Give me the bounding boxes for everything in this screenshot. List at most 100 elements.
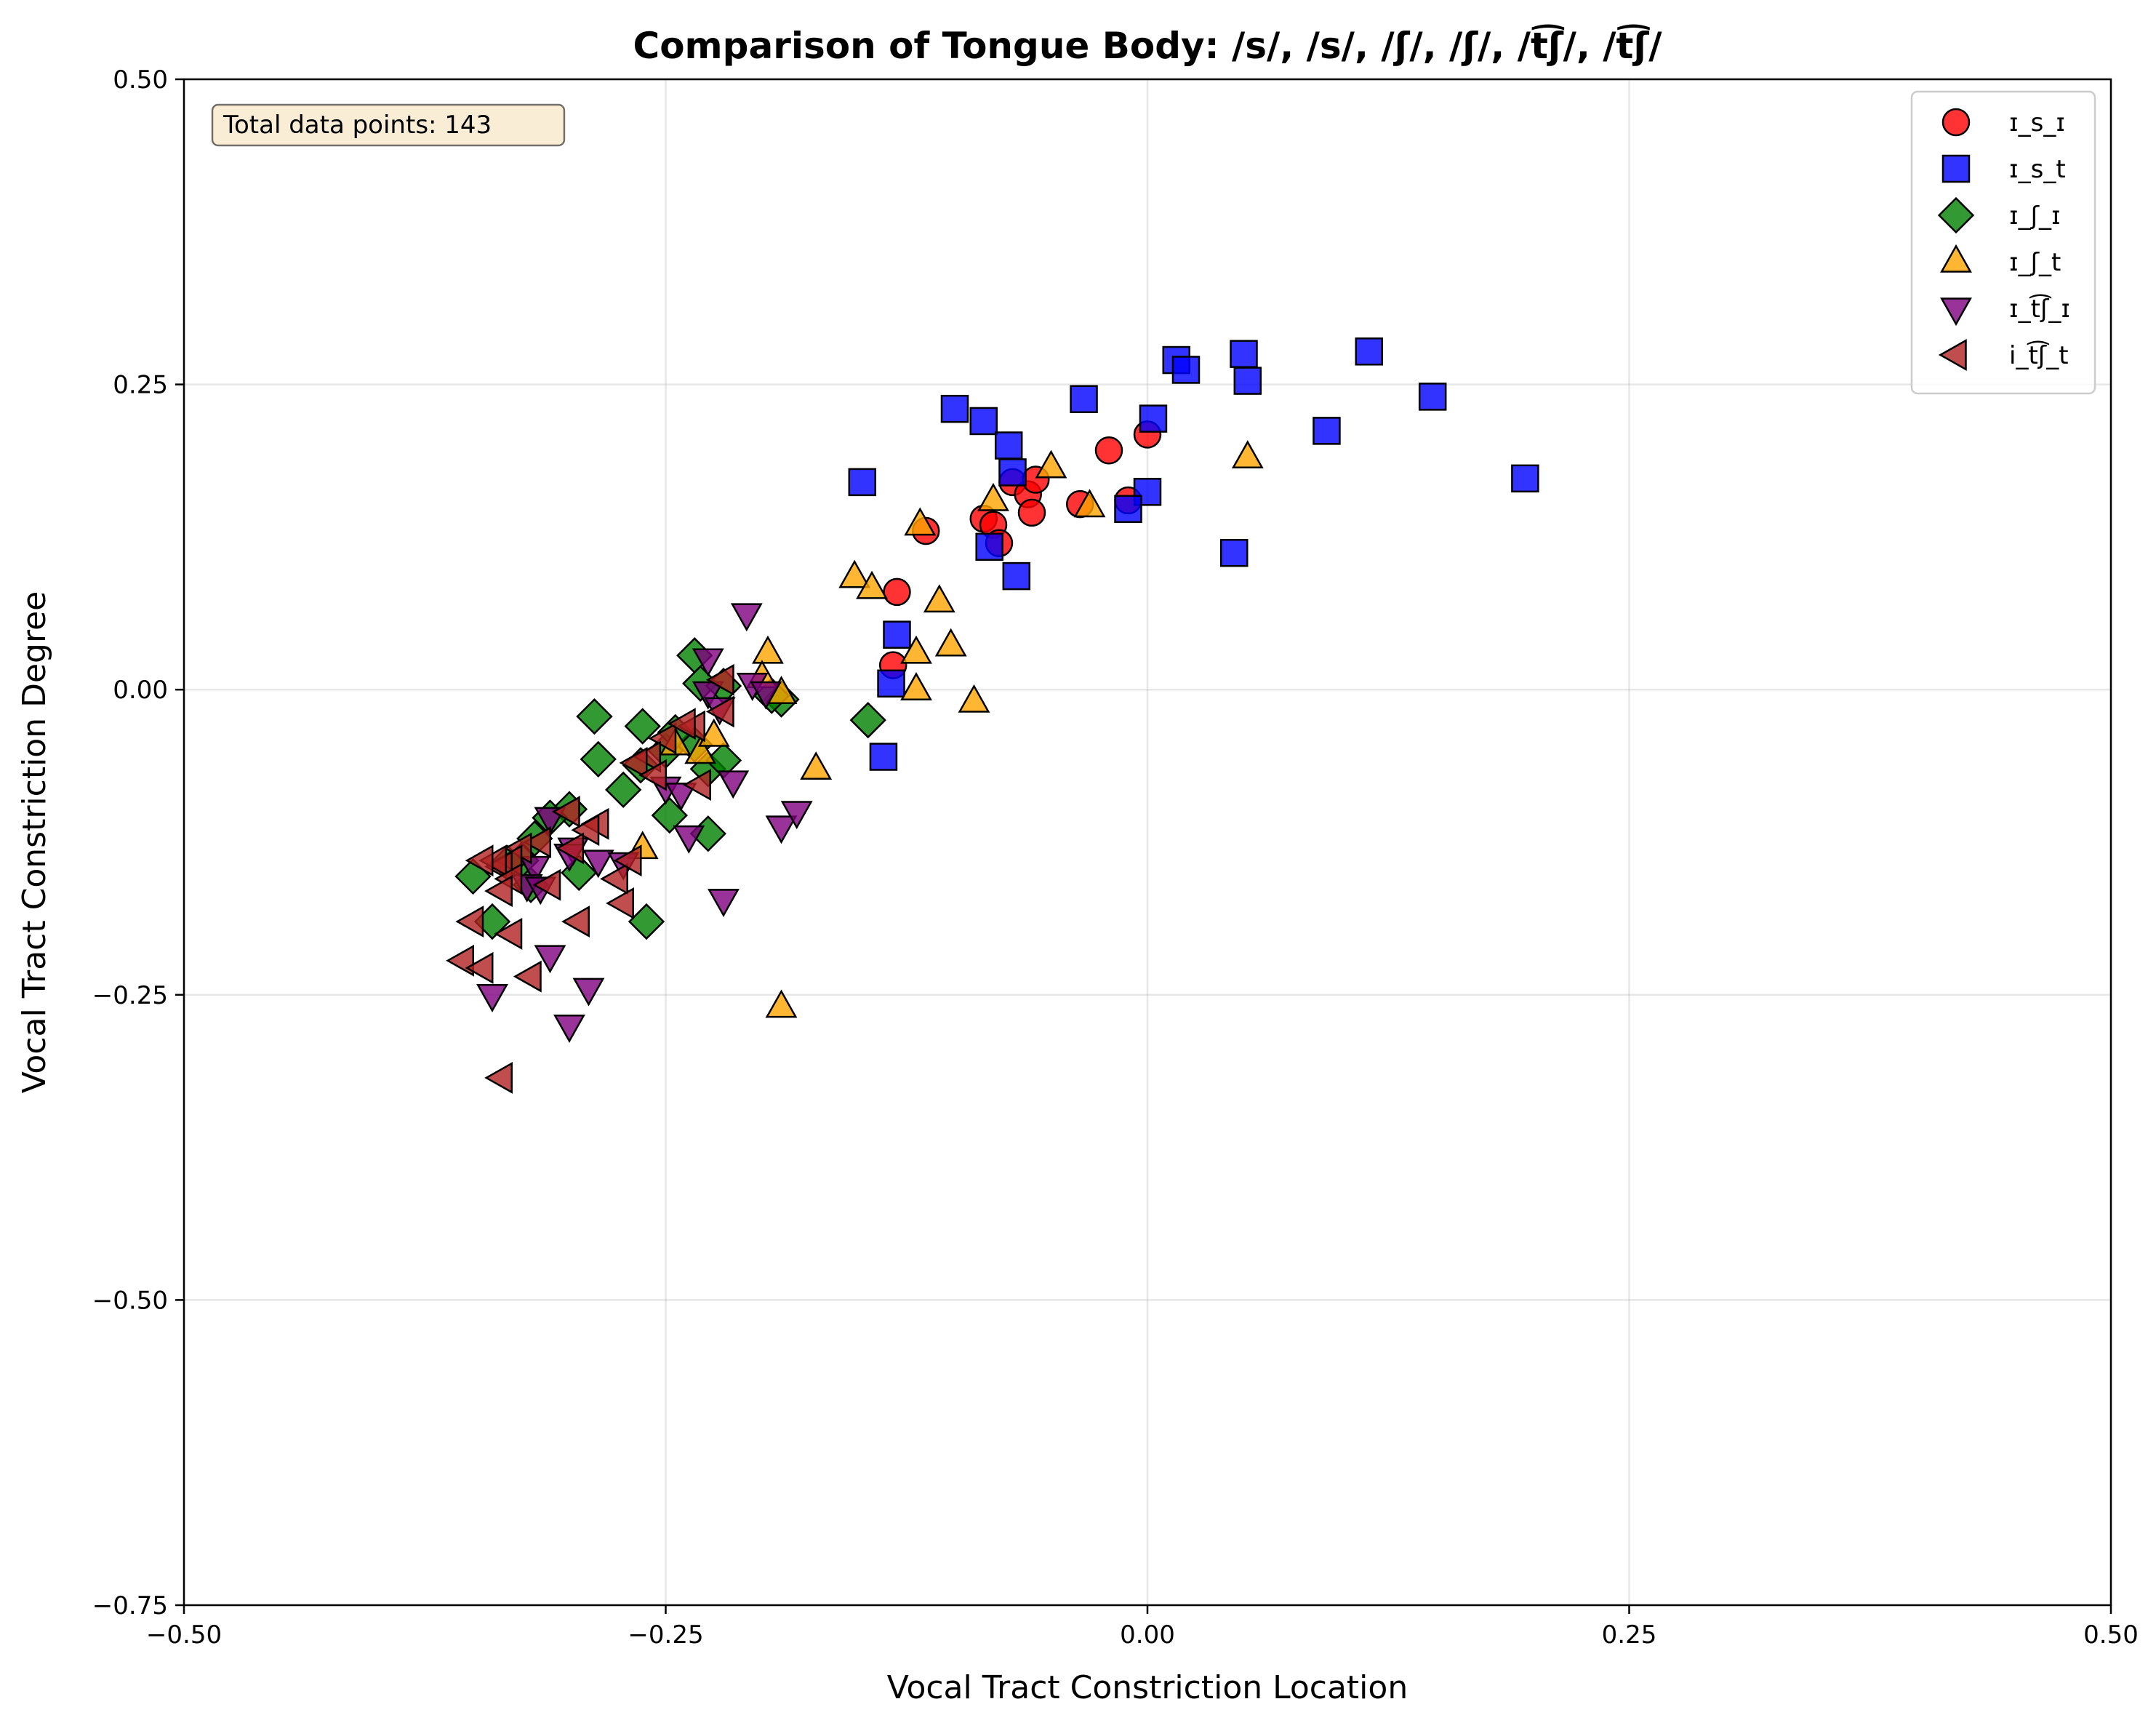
data-point [532, 868, 561, 901]
y-tick-label: −0.25 [92, 981, 168, 1010]
annotation-text: Total data points: 143 [223, 111, 492, 140]
data-point [1094, 436, 1123, 465]
data-point [576, 697, 613, 735]
data-point [849, 701, 886, 739]
data-point [998, 458, 1027, 487]
data-point [705, 663, 734, 696]
data-point [523, 826, 551, 858]
data-point [977, 482, 1009, 511]
data-point [705, 695, 734, 728]
legend-item: ɪ_s_ɪ [1941, 108, 2065, 137]
data-point [494, 917, 523, 950]
y-tick-label: −0.50 [92, 1286, 168, 1315]
data-point [750, 681, 782, 710]
legend-item: ɪ_ʃ_t [1940, 244, 2061, 277]
x-axis-label: Vocal Tract Constriction Location [887, 1669, 1408, 1706]
data-point [556, 832, 585, 865]
data-point [484, 1061, 513, 1094]
legend: ɪ_s_ɪ ɪ_s_t ɪ_ʃ_ɪ ɪ_ʃ_t ɪ_t͡ʃ_ɪ i_t͡ʃ_t [1910, 90, 2096, 395]
data-point [465, 844, 494, 877]
data-point [605, 771, 642, 808]
data-point [975, 532, 1003, 561]
data-point [900, 672, 932, 700]
y-axis-label: Vocal Tract Constriction Degree [16, 591, 53, 1094]
data-point [638, 759, 667, 791]
data-point [1171, 356, 1201, 384]
legend-marker [1937, 196, 1975, 234]
data-point [534, 945, 566, 974]
data-point [1139, 404, 1168, 433]
data-point [1231, 440, 1264, 469]
data-point [856, 570, 888, 599]
data-point [476, 984, 508, 1012]
data-point [958, 684, 990, 713]
legend-marker [1940, 244, 1972, 273]
data-point [1511, 464, 1539, 493]
data-point [765, 989, 798, 1018]
data-point [628, 903, 665, 940]
data-point [934, 628, 967, 657]
data-point [904, 507, 937, 536]
data-point [697, 718, 730, 747]
x-tick-label: 0.25 [1602, 1620, 1657, 1650]
data-point [484, 875, 513, 908]
data-point [708, 889, 740, 918]
data-point [571, 814, 600, 847]
data-point [692, 648, 724, 677]
data-point [883, 620, 911, 649]
legend-item: ɪ_s_t [1941, 154, 2066, 184]
data-point [1114, 495, 1142, 524]
data-point [619, 746, 648, 779]
data-point [606, 887, 634, 919]
data-point [624, 708, 661, 745]
axis-ticks: −0.50 −0.25 0.00 0.25 0.50−0.75−0.50−0.250.0… [92, 65, 2139, 1650]
y-tick-label: 0.00 [113, 676, 168, 705]
data-point [684, 735, 717, 764]
legend-label: ɪ_s_t [2009, 155, 2066, 184]
data-point [838, 559, 871, 588]
series-5 [446, 663, 734, 1094]
data-point [572, 978, 605, 1007]
data-point [1418, 383, 1447, 411]
data-point [673, 825, 705, 854]
y-tick-label: 0.50 [113, 65, 168, 95]
data-point [600, 863, 628, 895]
legend-label: i_t͡ʃ_t [2009, 340, 2069, 370]
data-point [667, 708, 696, 740]
data-point [613, 844, 642, 877]
data-point [780, 801, 813, 830]
chart-title: Comparison of Tongue Body: /s/, /s/, /ʃ/… [633, 24, 1663, 67]
data-point [800, 751, 833, 780]
data-point [877, 669, 905, 698]
data-point [730, 603, 763, 632]
legend-label: ɪ_ʃ_t [2009, 248, 2061, 277]
data-point [940, 394, 969, 423]
data-point [1070, 385, 1098, 413]
data-point [561, 906, 590, 938]
legend-label: ɪ_ʃ_ɪ [2009, 201, 2061, 231]
legend-item: i_t͡ʃ_t [1938, 339, 2069, 371]
data-point [994, 431, 1023, 460]
y-tick-label: 0.25 [113, 371, 168, 400]
legend-label: ɪ_t͡ʃ_ɪ [2009, 294, 2070, 324]
series-1 [848, 337, 1539, 771]
data-point [869, 743, 898, 771]
legend-marker [1938, 339, 1967, 371]
x-tick-label: −0.50 [146, 1620, 222, 1650]
x-tick-label: −0.25 [628, 1620, 703, 1650]
legend-label: ɪ_s_ɪ [2009, 108, 2065, 137]
x-tick-label: 0.00 [1120, 1620, 1175, 1650]
data-point [455, 906, 484, 938]
annotation-box-frame [211, 103, 566, 147]
data-point [665, 783, 697, 812]
data-point [513, 960, 542, 993]
data-point [580, 740, 617, 778]
data-point [1035, 449, 1067, 479]
legend-marker [1940, 297, 1972, 327]
data-point [752, 635, 784, 664]
data-point [1002, 561, 1031, 591]
total-points-annotation: Total data points: 143 [211, 103, 566, 147]
